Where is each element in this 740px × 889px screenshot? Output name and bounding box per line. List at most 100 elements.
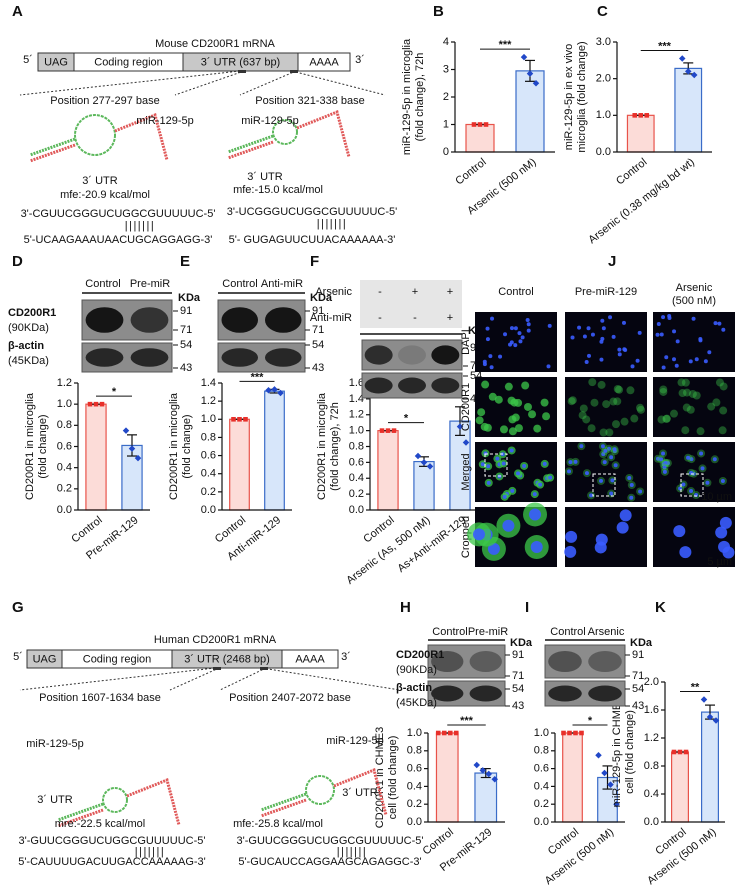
blot-band xyxy=(469,685,502,702)
nucleus xyxy=(538,482,543,487)
y-tick-label: 0.0 xyxy=(201,504,216,516)
nucleus xyxy=(502,519,515,532)
bar xyxy=(465,123,495,153)
y-tick-label: 1.0 xyxy=(349,425,364,437)
row-label: CD200R1 xyxy=(460,383,472,431)
nucleus xyxy=(601,326,606,331)
cell-stain xyxy=(630,414,639,423)
rna-loop xyxy=(305,775,335,805)
cell-stain xyxy=(670,409,679,418)
rna-stem xyxy=(260,798,307,818)
y-tick-label: 0.0 xyxy=(349,504,364,516)
nucleus xyxy=(659,332,664,337)
site-position: Position 277-297 base xyxy=(50,95,159,107)
nucleus xyxy=(622,347,627,352)
mirna-sequence: 3'-CGUUCGGGUCUGGCGUUUUUC-5' xyxy=(21,208,216,220)
end-label: 3´ xyxy=(355,54,365,66)
protein-label: (45KDa) xyxy=(8,355,49,367)
nucleus xyxy=(619,509,632,522)
nucleus xyxy=(590,332,595,337)
protein-label: β-actin xyxy=(8,340,44,352)
y-tick-label: 1.2 xyxy=(57,377,72,389)
nucleus xyxy=(584,471,589,476)
y-tick-label: 0.4 xyxy=(644,788,659,800)
data-point xyxy=(379,428,385,433)
nucleus xyxy=(608,315,613,320)
site-position: Position 2407-2072 base xyxy=(229,692,351,704)
nucleus xyxy=(691,316,696,321)
nucleus xyxy=(629,483,634,488)
cell-stain xyxy=(588,378,597,387)
kda-marker: 43 xyxy=(632,700,644,712)
panel-letter: E xyxy=(180,253,190,270)
nucleus xyxy=(613,463,618,468)
blot-band xyxy=(469,650,502,673)
panel-letter: K xyxy=(655,599,666,616)
base-pairs: ||||||| xyxy=(337,846,368,858)
treatment-mark: - xyxy=(378,312,382,324)
cell-stain xyxy=(696,427,705,436)
kda-marker: 54 xyxy=(632,683,644,695)
kda-marker: 71 xyxy=(180,324,192,336)
utr-label: 3´ UTR xyxy=(82,175,118,187)
bar xyxy=(435,732,459,823)
segment-label: Coding region xyxy=(83,653,152,665)
blot-band xyxy=(264,307,302,333)
cell-stain xyxy=(718,426,727,435)
nucleus xyxy=(609,455,614,460)
mirna-label: miR-129-5p xyxy=(26,738,83,750)
nucleus xyxy=(503,332,508,337)
rna-stem xyxy=(260,792,307,812)
y-tick-label: 0.6 xyxy=(349,456,364,468)
data-point xyxy=(93,401,99,407)
nucleus xyxy=(606,446,611,451)
nucleus xyxy=(719,516,732,529)
data-point xyxy=(706,713,714,721)
panel-letter: D xyxy=(12,253,23,270)
cell-stain xyxy=(681,378,690,387)
cell-stain xyxy=(528,410,537,419)
protein-label: (90KDa) xyxy=(396,664,437,676)
blot-band xyxy=(221,348,259,367)
nucleus xyxy=(485,337,490,342)
bar xyxy=(626,114,655,153)
treatment-mark: + xyxy=(447,312,453,324)
diagram-title: Mouse CD200R1 mRNA xyxy=(155,38,275,50)
data-point xyxy=(477,122,483,127)
nucleus xyxy=(485,326,490,331)
y-axis-label: microglia (fold change) xyxy=(576,41,588,152)
kda-unit: KDa xyxy=(510,637,533,649)
rna-stem xyxy=(29,137,76,157)
cell-stain xyxy=(712,398,721,407)
y-tick-label: 1.4 xyxy=(201,377,216,389)
y-axis-label: (fold change) xyxy=(181,414,193,478)
mrna-segment xyxy=(281,649,339,669)
mirna-label: miR-129-5p xyxy=(136,115,193,127)
significance-label: *** xyxy=(658,40,672,52)
nucleus xyxy=(570,335,575,340)
y-axis-label: cell (fold change) xyxy=(624,710,636,794)
site-mark xyxy=(213,667,221,670)
utr-label: 3´ UTR xyxy=(247,171,283,183)
y-tick-label: 0.0 xyxy=(644,816,659,828)
y-axis-label: (fold change), 72h xyxy=(329,402,341,491)
column-label: (500 nM) xyxy=(672,295,716,307)
kda-marker: 71 xyxy=(312,324,324,336)
nucleus xyxy=(655,332,660,337)
y-tick-label: 1.0 xyxy=(407,727,422,739)
blot-band xyxy=(130,348,169,367)
nucleus xyxy=(489,365,494,370)
nucleus xyxy=(509,326,514,331)
dashed-guide xyxy=(174,70,245,96)
blot-band xyxy=(548,650,582,673)
y-axis-label: miR-129-5p in microglia xyxy=(401,38,413,155)
y-tick-label: 4 xyxy=(443,36,449,48)
nucleus xyxy=(584,359,589,364)
nucleus xyxy=(513,326,518,331)
nucleus xyxy=(486,480,491,485)
mfe-label: mfe:-25.8 kcal/mol xyxy=(233,818,323,830)
utr-label: 3´ UTR xyxy=(342,787,378,799)
y-tick-label: 1.0 xyxy=(201,413,216,425)
micrograph xyxy=(565,312,647,372)
panel-letter: G xyxy=(12,599,24,616)
